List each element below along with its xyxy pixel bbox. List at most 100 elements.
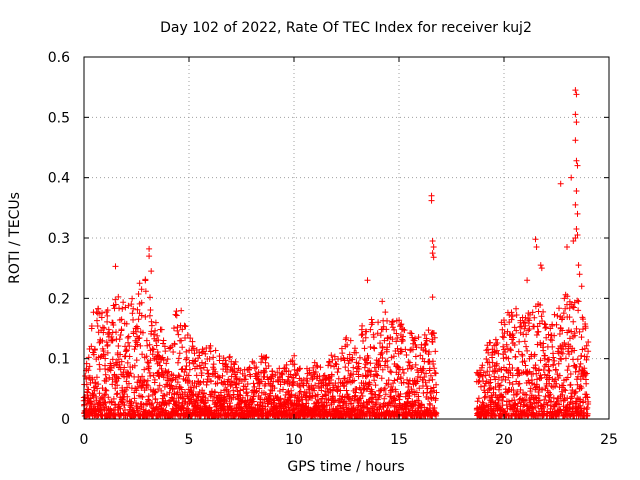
data-point (114, 382, 121, 389)
data-point (160, 357, 167, 364)
data-point (262, 359, 269, 366)
data-point (155, 337, 162, 344)
data-point (358, 389, 365, 396)
data-point (394, 334, 401, 341)
data-point (433, 410, 440, 417)
data-point (538, 265, 545, 272)
data-point (362, 380, 369, 387)
data-point (374, 330, 381, 337)
data-point (540, 340, 547, 347)
data-point (118, 316, 125, 323)
data-point (311, 387, 318, 394)
data-point (533, 370, 540, 377)
data-point (561, 340, 568, 347)
data-point (129, 295, 136, 302)
data-point (131, 346, 138, 353)
data-point (113, 391, 120, 398)
data-point (138, 299, 145, 306)
data-point (138, 286, 145, 293)
data-point (430, 254, 437, 261)
data-point (345, 360, 352, 367)
data-point (287, 371, 294, 378)
data-point (492, 391, 499, 398)
data-point (574, 162, 581, 169)
data-point (368, 316, 375, 323)
data-point (384, 364, 391, 371)
data-point (400, 326, 407, 333)
data-point (574, 231, 581, 238)
data-point (296, 397, 303, 404)
data-point (204, 376, 211, 383)
data-point (115, 342, 122, 349)
data-point (337, 355, 344, 362)
data-point (427, 385, 434, 392)
data-point (158, 326, 165, 333)
data-point (398, 348, 405, 355)
data-point (501, 330, 508, 337)
data-point (133, 387, 140, 394)
data-point (513, 327, 520, 334)
data-point (429, 338, 436, 345)
data-point (147, 357, 154, 364)
data-point (144, 359, 151, 366)
data-point (432, 348, 439, 355)
data-point (195, 402, 202, 409)
data-point (533, 244, 540, 251)
data-point (523, 343, 530, 350)
data-point (583, 353, 590, 360)
data-point (147, 373, 154, 380)
data-point (556, 372, 563, 379)
data-point (405, 358, 412, 365)
data-point (82, 373, 89, 380)
data-point (313, 362, 320, 369)
data-point (487, 379, 494, 386)
data-point (514, 388, 521, 395)
data-point (183, 354, 190, 361)
data-point (171, 341, 178, 348)
data-point (148, 268, 155, 275)
data-point (326, 380, 333, 387)
data-point (429, 294, 436, 301)
data-point (314, 363, 321, 370)
data-point (512, 401, 519, 408)
data-point (513, 391, 520, 398)
data-point (409, 364, 416, 371)
data-point (584, 404, 591, 411)
data-point (360, 399, 367, 406)
data-point (222, 357, 229, 364)
data-point (192, 357, 199, 364)
data-point (519, 352, 526, 359)
data-point (578, 283, 585, 290)
data-point (117, 351, 124, 358)
data-point (213, 403, 220, 410)
data-point (560, 346, 567, 353)
data-point (359, 393, 366, 400)
data-point (432, 370, 439, 377)
data-point (166, 389, 173, 396)
data-point (408, 365, 415, 372)
data-point (150, 372, 157, 379)
data-point (544, 401, 551, 408)
data-point (406, 393, 413, 400)
data-point (568, 174, 575, 181)
x-tick-label: 5 (185, 432, 194, 448)
data-point (486, 364, 493, 371)
data-point (251, 383, 258, 390)
data-point (568, 328, 575, 335)
data-point (93, 374, 100, 381)
data-point (537, 262, 544, 269)
y-tick-label: 0 (61, 412, 70, 428)
data-point (295, 398, 302, 405)
data-point (551, 332, 558, 339)
data-point (104, 331, 111, 338)
data-point (198, 359, 205, 366)
data-point (509, 313, 516, 320)
data-point (526, 317, 533, 324)
data-point (521, 358, 528, 365)
data-point (365, 355, 372, 362)
data-point (196, 381, 203, 388)
data-point (374, 372, 381, 379)
data-point (328, 401, 335, 408)
data-point (334, 369, 341, 376)
data-point (107, 367, 114, 374)
